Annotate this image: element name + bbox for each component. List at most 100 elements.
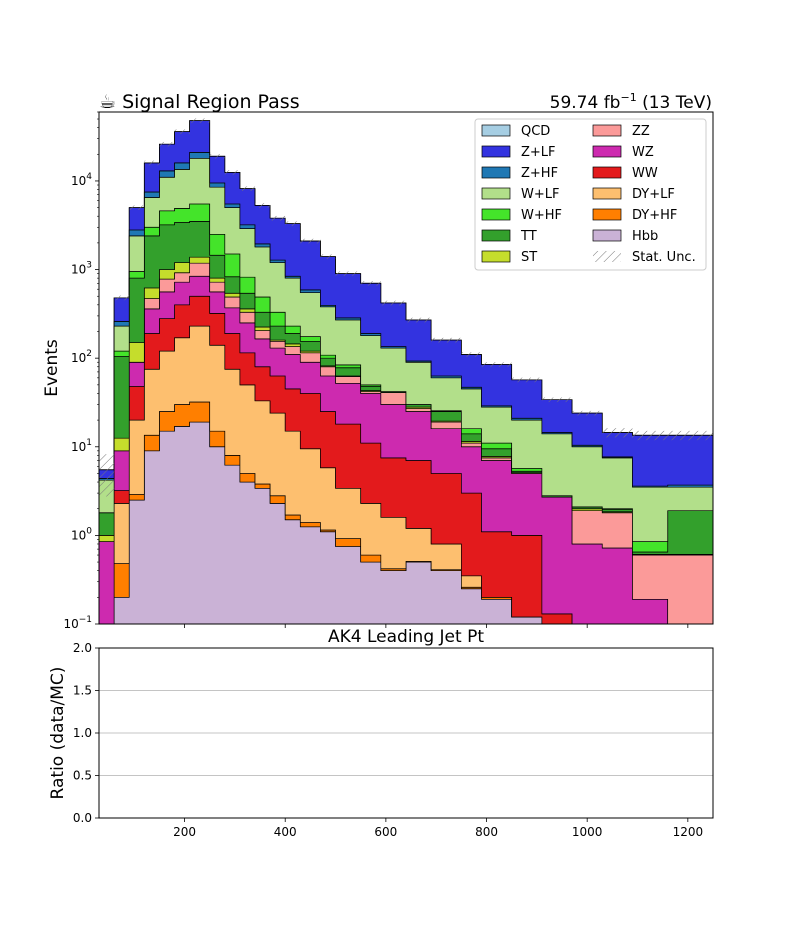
stat-unc-bin [541, 397, 573, 403]
stat-unc-bin [461, 352, 482, 357]
main-x-ticks [184, 624, 689, 628]
stat-unc-bin [406, 317, 432, 323]
stat-unc-bin [632, 430, 668, 441]
stat-unc-bin [99, 454, 115, 497]
legend-swatch [481, 208, 511, 221]
legend-entry-w-hf: W+HF [481, 208, 562, 223]
stat-unc-bin [129, 205, 145, 211]
stat-unc-bin [144, 160, 160, 166]
lumi-energy: (13 TeV) [642, 93, 712, 113]
ratio-y-tick-label: 1.0 [73, 726, 92, 740]
legend-entry-z-hf: Z+HF [481, 166, 558, 181]
stat-unc-bin [114, 295, 130, 301]
legend-label: DY+LF [632, 187, 675, 202]
legend-label: WW [632, 166, 658, 181]
legend-entry-zz: ZZ [592, 124, 650, 139]
stat-unc-bin [320, 254, 336, 259]
stat-unc-bin [667, 430, 713, 441]
legend-swatch [592, 187, 622, 200]
stat-unc-bin [189, 118, 210, 123]
legend-label: Z+HF [521, 166, 558, 181]
legend-label: WZ [632, 145, 654, 160]
stat-unc-bin [209, 154, 225, 159]
legend-swatch [481, 145, 511, 158]
legend-label: DY+HF [632, 208, 677, 223]
legend-entry-w-lf: W+LF [481, 187, 559, 202]
stat-unc-bin [511, 377, 542, 383]
stat-unc-bin [300, 238, 321, 244]
stack-qcd [99, 120, 713, 471]
legend-swatch [481, 187, 511, 200]
lumi-label: 59.74 fb−1 (13 TeV) [550, 91, 712, 113]
ratio-y-tick-label: 1.5 [73, 684, 92, 698]
legend-swatch [481, 250, 511, 263]
legend-label: ZZ [632, 124, 650, 139]
main-y-label: Events [42, 339, 62, 397]
main-y-tick-label: 101 [71, 438, 92, 454]
ratio-y-label: Ratio (data/MC) [48, 667, 68, 800]
legend-entry-stat-unc: Stat. Unc. [593, 250, 696, 265]
stat-unc-bin [255, 203, 271, 208]
legend-swatch [592, 208, 622, 221]
legend-swatch [593, 251, 621, 262]
stat-unc-bin [174, 129, 190, 135]
stat-unc-bin [239, 186, 256, 191]
legend-label: ST [521, 250, 537, 265]
legend: QCD Z+LF Z+HF W+LF W+HF TT ST ZZ WZ WW DY+LF DY+HF H… [474, 118, 707, 271]
legend-swatch [481, 229, 511, 242]
stat-unc-bin [431, 337, 462, 343]
legend-entry-qcd: QCD [481, 124, 550, 139]
stat-unc-bin [380, 300, 406, 306]
main-plot-frame [98, 111, 714, 625]
legend-entry-z-lf: Z+LF [481, 145, 556, 160]
x-tick-label: 200 [173, 825, 196, 839]
legend-entry-hbb: Hbb [592, 229, 658, 244]
x-tick-label: 400 [274, 825, 297, 839]
lumi-exponent: −1 [620, 91, 636, 104]
x-tick-label: 1200 [673, 825, 704, 839]
stat-unc-bin [360, 281, 381, 286]
ratio-y-tick-label: 0.0 [73, 811, 92, 825]
ratio-y-tick-label: 0.5 [73, 769, 92, 783]
legend-entry-dy-hf: DY+HF [592, 208, 677, 223]
main-y-tick-label: 102 [71, 349, 92, 365]
legend-label: Hbb [632, 229, 658, 244]
main-y-axis: 10−1 100 101 102 103 104 [63, 111, 99, 631]
lumi-value: 59.74 fb [550, 93, 621, 113]
stat-unc-bin [481, 362, 512, 367]
legend-label: QCD [521, 124, 550, 139]
legend-label: TT [520, 229, 537, 244]
ratio-y-tick-label: 2.0 [73, 641, 92, 655]
legend-swatch [592, 124, 622, 137]
legend-label: W+LF [521, 187, 559, 202]
ratio-y-axis: 0.0 0.5 1.0 1.5 2.0 [73, 641, 99, 825]
legend-swatch [592, 145, 622, 158]
plot-title: ☕ Signal Region Pass [99, 91, 300, 113]
x-axis-title: AK4 Leading Jet Pt [328, 627, 484, 647]
ratio-grid [99, 690, 713, 776]
stat-uncertainty-band [99, 118, 713, 497]
stat-unc-bin [602, 428, 633, 438]
legend-label: W+HF [521, 208, 562, 223]
x-tick-label: 1000 [572, 825, 603, 839]
stat-unc-bin [159, 141, 175, 147]
stat-unc-bin [572, 410, 603, 416]
x-tick-label: 600 [374, 825, 397, 839]
stat-unc-bin [270, 215, 286, 221]
main-y-tick-label: 100 [71, 526, 92, 542]
ratio-x-axis: 200 400 600 800 1000 1200 [173, 818, 703, 839]
stat-unc-bin [285, 221, 301, 226]
x-tick-label: 800 [475, 825, 498, 839]
legend-swatch [592, 166, 622, 179]
legend-swatch [481, 124, 511, 137]
legend-entry-wz: WZ [592, 145, 654, 160]
main-y-tick-label: 10−1 [63, 615, 92, 631]
legend-swatch [481, 166, 511, 179]
main-y-tick-label: 104 [71, 172, 92, 188]
legend-label: Stat. Unc. [632, 250, 696, 265]
legend-entry-st: ST [481, 250, 537, 265]
legend-entry-tt: TT [481, 229, 537, 244]
legend-label: Z+LF [521, 145, 556, 160]
stat-unc-bin [224, 170, 240, 175]
